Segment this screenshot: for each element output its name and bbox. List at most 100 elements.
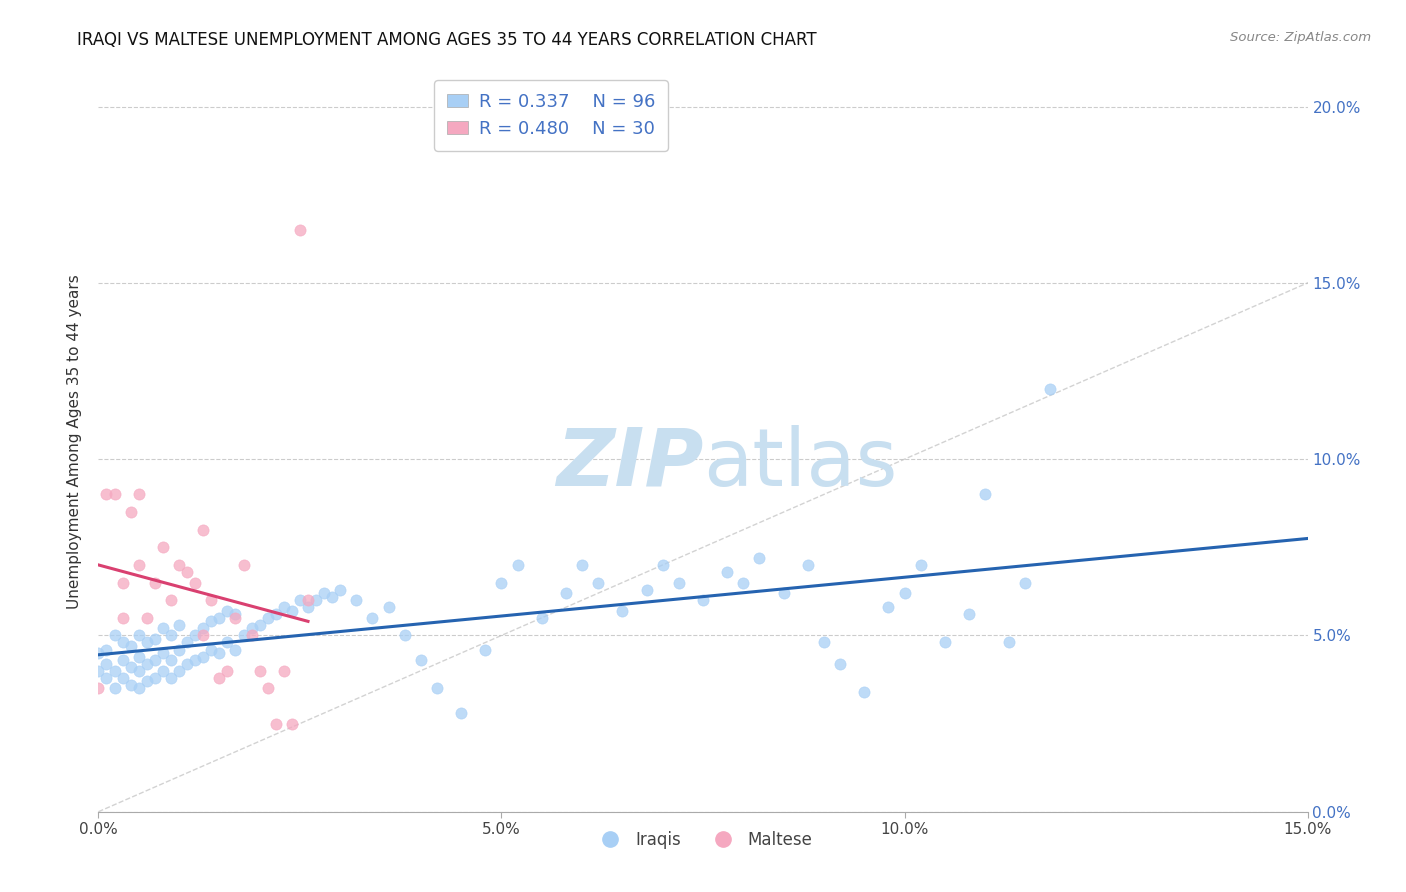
Point xyxy=(240,621,263,635)
Point xyxy=(176,635,198,649)
Point xyxy=(96,657,118,671)
Point xyxy=(111,635,134,649)
Text: ZIP: ZIP xyxy=(555,425,703,503)
Point xyxy=(264,716,287,731)
Point xyxy=(474,642,496,657)
Point xyxy=(264,607,287,622)
Point xyxy=(612,604,634,618)
Point xyxy=(193,649,215,664)
Point xyxy=(256,681,278,696)
Point xyxy=(668,575,690,590)
Point xyxy=(957,607,980,622)
Point xyxy=(748,550,770,565)
Point xyxy=(1014,575,1036,590)
Text: atlas: atlas xyxy=(703,425,897,503)
Point xyxy=(998,635,1021,649)
Point xyxy=(200,593,222,607)
Point xyxy=(329,582,352,597)
Point xyxy=(716,565,738,579)
Point xyxy=(120,505,142,519)
Point xyxy=(813,635,835,649)
Point xyxy=(87,664,110,678)
Point xyxy=(208,611,231,625)
Point xyxy=(87,646,110,660)
Point xyxy=(128,649,150,664)
Point xyxy=(176,657,198,671)
Point xyxy=(200,615,222,629)
Point xyxy=(321,590,343,604)
Point xyxy=(232,558,254,572)
Point xyxy=(167,664,190,678)
Point xyxy=(160,653,183,667)
Point xyxy=(571,558,593,572)
Point xyxy=(193,523,215,537)
Point xyxy=(651,558,673,572)
Point xyxy=(111,653,134,667)
Point xyxy=(135,635,157,649)
Point xyxy=(224,642,246,657)
Point xyxy=(586,575,609,590)
Point xyxy=(152,664,174,678)
Point xyxy=(853,685,876,699)
Point xyxy=(143,632,166,646)
Point xyxy=(128,487,150,501)
Point xyxy=(877,600,900,615)
Point xyxy=(217,604,239,618)
Point xyxy=(208,671,231,685)
Point xyxy=(128,558,150,572)
Point xyxy=(87,681,110,696)
Point xyxy=(96,642,118,657)
Point xyxy=(128,628,150,642)
Point xyxy=(344,593,367,607)
Text: Source: ZipAtlas.com: Source: ZipAtlas.com xyxy=(1230,31,1371,45)
Point xyxy=(167,558,190,572)
Y-axis label: Unemployment Among Ages 35 to 44 years: Unemployment Among Ages 35 to 44 years xyxy=(67,274,83,609)
Point xyxy=(96,671,118,685)
Point xyxy=(120,678,142,692)
Point xyxy=(491,575,513,590)
Point xyxy=(974,487,997,501)
Point xyxy=(184,653,207,667)
Point xyxy=(910,558,932,572)
Point xyxy=(636,582,658,597)
Point xyxy=(135,674,157,689)
Point xyxy=(143,671,166,685)
Point xyxy=(256,611,278,625)
Point xyxy=(240,628,263,642)
Point xyxy=(176,565,198,579)
Point xyxy=(314,586,336,600)
Point xyxy=(288,223,311,237)
Point xyxy=(377,600,399,615)
Point xyxy=(208,646,231,660)
Point xyxy=(692,593,714,607)
Point xyxy=(200,642,222,657)
Point xyxy=(217,635,239,649)
Point xyxy=(733,575,755,590)
Point xyxy=(249,664,271,678)
Point xyxy=(506,558,529,572)
Point xyxy=(297,593,319,607)
Point xyxy=(1039,382,1062,396)
Point xyxy=(281,716,304,731)
Point xyxy=(797,558,820,572)
Point xyxy=(394,628,416,642)
Point xyxy=(232,628,254,642)
Point xyxy=(152,541,174,555)
Point xyxy=(193,621,215,635)
Point xyxy=(128,664,150,678)
Point xyxy=(143,653,166,667)
Point xyxy=(103,487,125,501)
Point xyxy=(361,611,384,625)
Point xyxy=(217,664,239,678)
Point xyxy=(135,611,157,625)
Point xyxy=(143,575,166,590)
Point xyxy=(893,586,915,600)
Point xyxy=(103,628,125,642)
Point xyxy=(160,593,183,607)
Point xyxy=(273,664,295,678)
Point xyxy=(555,586,578,600)
Point xyxy=(128,681,150,696)
Point xyxy=(305,593,328,607)
Point xyxy=(111,611,134,625)
Point xyxy=(772,586,794,600)
